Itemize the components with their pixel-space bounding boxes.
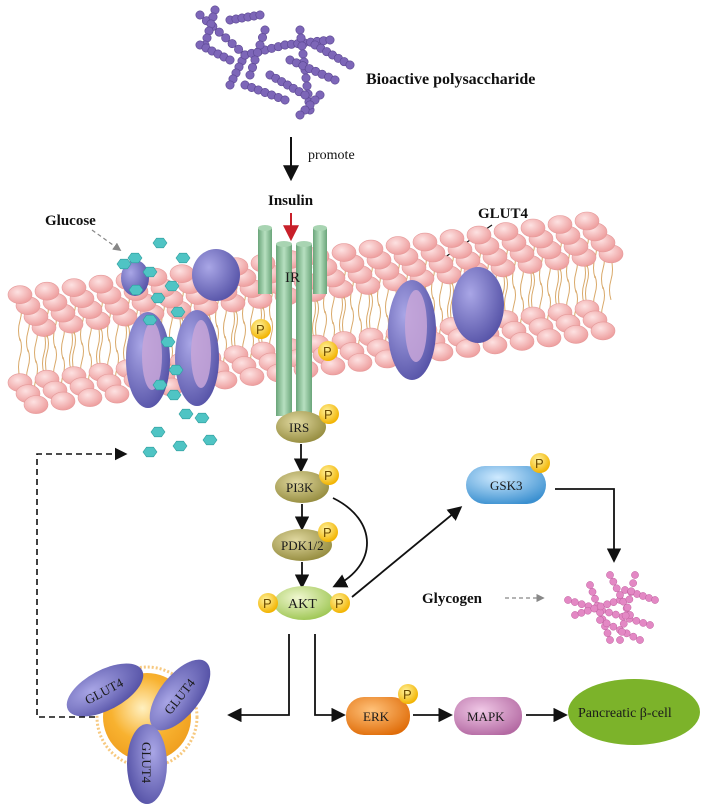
glut4-transporter-right <box>388 267 504 380</box>
svg-text:P: P <box>535 456 544 471</box>
polysaccharide-label: Bioactive polysaccharide <box>366 71 535 88</box>
glycogen-label: Glycogen <box>422 591 483 607</box>
phospho-ir-left: P <box>251 319 271 339</box>
glut4-vesicle: GLUT4 GLUT4 GLUT4 <box>66 659 211 804</box>
arrow-akt-gsk3 <box>351 506 463 598</box>
phospho-irs: P <box>319 404 339 424</box>
glucose-label: Glucose <box>45 213 96 229</box>
phospho-pi3k: P <box>319 465 339 485</box>
pdk-label: PDK1/2 <box>281 538 324 553</box>
arrow-pi3k-akt <box>332 497 368 588</box>
phospho-pdk: P <box>318 522 338 542</box>
phospho-akt-left: P <box>258 593 278 613</box>
glucose-molecules <box>116 237 218 458</box>
polysaccharide-molecule <box>195 5 355 120</box>
pdk-node <box>272 529 332 561</box>
akt-label: AKT <box>288 597 317 612</box>
arrow-gsk3-glycogen <box>555 488 622 563</box>
svg-text:P: P <box>263 596 272 611</box>
gsk3-node <box>466 466 546 504</box>
pi3k-node <box>275 471 329 503</box>
glycogen-molecule <box>564 571 659 644</box>
phospho-erk: P <box>398 684 418 704</box>
svg-text:P: P <box>403 687 412 702</box>
insulin-receptor <box>258 225 327 416</box>
irs-node <box>276 411 326 443</box>
gsk3-label: GSK3 <box>490 478 523 493</box>
svg-text:P: P <box>335 596 344 611</box>
svg-text:P: P <box>323 344 332 359</box>
vesicle-glut4-bottom-label: GLUT4 <box>139 742 154 784</box>
svg-text:P: P <box>324 468 333 483</box>
pi3k-label: PI3K <box>286 480 314 495</box>
arrow-vesicle-translocation <box>36 447 128 718</box>
arrow-akt-erk <box>314 634 346 723</box>
beta-cell-node <box>568 679 700 745</box>
beta-cell-label: Pancreatic β-cell <box>578 706 672 721</box>
erk-node <box>346 697 410 735</box>
insulin-label: Insulin <box>268 193 314 209</box>
phospho-gsk3: P <box>530 453 550 473</box>
ir-label: IR <box>285 270 300 286</box>
promote-label: promote <box>308 148 355 163</box>
arrow-akt-vesicle <box>227 634 290 723</box>
glut4-transporter-left <box>121 249 240 408</box>
glucose-pointer <box>91 229 122 251</box>
svg-text:P: P <box>323 525 332 540</box>
glut4-membrane-label: GLUT4 <box>478 206 529 222</box>
phospho-akt-right: P <box>330 593 350 613</box>
svg-text:P: P <box>324 407 333 422</box>
irs-label: IRS <box>289 420 309 435</box>
mapk-label: MAPK <box>467 709 505 724</box>
svg-text:P: P <box>256 322 265 337</box>
mapk-node <box>454 697 522 735</box>
phospho-ir-right: P <box>318 341 338 361</box>
akt-node <box>274 586 334 620</box>
erk-label: ERK <box>363 709 390 724</box>
